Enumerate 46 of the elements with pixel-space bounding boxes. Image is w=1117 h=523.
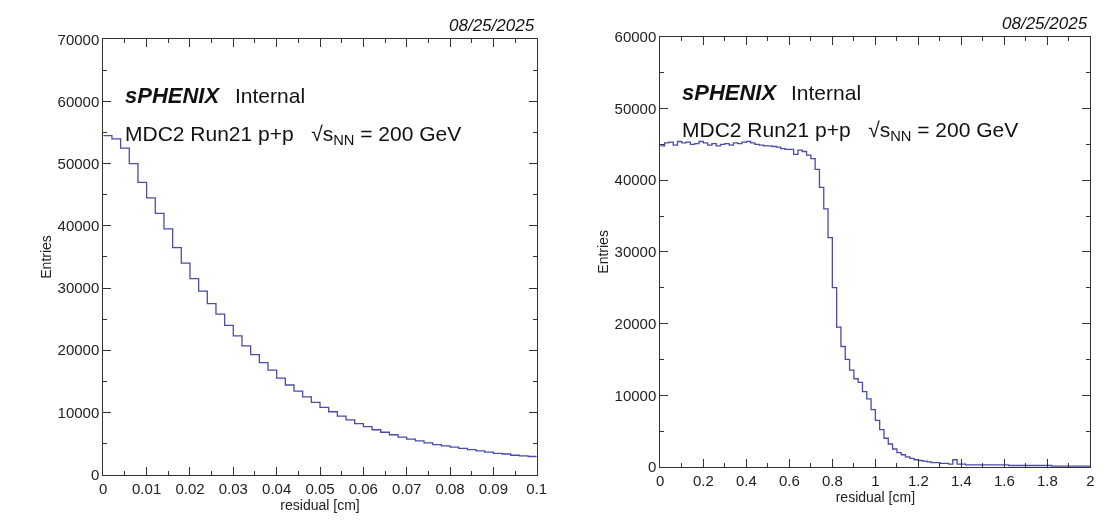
y-tick-label: 30000	[57, 279, 100, 297]
x-tick-label: 0.4	[735, 471, 757, 489]
y-axis-title: Entries	[595, 230, 612, 274]
text: 08/25/2025	[1002, 14, 1088, 33]
y-tick-label: 50000	[614, 99, 657, 117]
x-tick-label: 2	[1086, 471, 1095, 489]
y-tick-label: 10000	[57, 403, 100, 421]
x-axis-title: residual [cm]	[280, 496, 360, 513]
x-tick-label: 0.09	[478, 479, 508, 497]
y-tick-label: 10000	[614, 386, 657, 404]
text: 08/25/2025	[449, 16, 535, 35]
y-tick-label: 60000	[57, 92, 100, 110]
y-tick-label: 40000	[614, 171, 657, 189]
annotation: sPHENIX	[125, 83, 221, 108]
x-tick-label: 0.08	[435, 479, 465, 497]
y-tick-label: 60000	[614, 28, 657, 46]
y-tick-label: 30000	[614, 243, 657, 261]
x-tick-label: 1.4	[950, 471, 972, 489]
x-tick-label: 1.2	[907, 471, 929, 489]
y-tick-label: 0	[647, 458, 657, 476]
annotation: sPHENIX	[682, 80, 778, 105]
x-tick-label: 1.8	[1037, 471, 1058, 489]
x-tick-label: 0.02	[175, 479, 205, 497]
y-tick-label: 20000	[57, 341, 100, 359]
x-tick-label: 0.6	[778, 471, 800, 489]
annotation: MDC2 Run21 p+p √s$_{NN}$ = 200 GeV	[682, 118, 1019, 145]
x-tick-label: 0.01	[132, 479, 162, 497]
x-tick-label: 0.06	[348, 479, 378, 497]
x-axis-title: residual [cm]	[835, 489, 916, 506]
y-tick-label: 50000	[57, 154, 100, 172]
y-tick-label: 40000	[57, 217, 100, 235]
x-tick-label: 0.07	[392, 479, 422, 497]
x-tick-label: 0.04	[262, 479, 292, 497]
x-tick-label: 1.6	[994, 471, 1015, 489]
x-tick-label: 0.1	[526, 479, 548, 497]
x-tick-label: 0.2	[692, 471, 714, 489]
y-tick-label: 20000	[614, 314, 657, 332]
x-tick-label: 0.8	[821, 471, 843, 489]
annotation: Internal	[791, 81, 862, 104]
x-tick-label: 1	[871, 471, 880, 489]
y-tick-label: 70000	[57, 30, 100, 48]
x-tick-label: 0.03	[218, 479, 248, 497]
annotation: Internal	[235, 84, 306, 107]
x-tick-label: 0.05	[305, 479, 335, 497]
y-axis-title: Entries	[38, 235, 55, 279]
annotation: MDC2 Run21 p+p √s$_{NN}$ = 200 GeV	[125, 122, 462, 149]
